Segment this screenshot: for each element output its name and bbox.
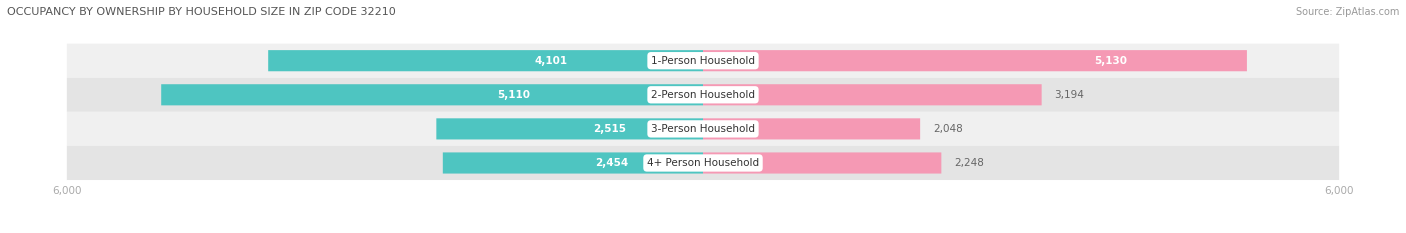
FancyBboxPatch shape (269, 50, 703, 71)
FancyBboxPatch shape (67, 78, 1339, 112)
Text: 2,248: 2,248 (955, 158, 984, 168)
FancyBboxPatch shape (162, 84, 703, 105)
FancyBboxPatch shape (443, 152, 703, 174)
FancyBboxPatch shape (436, 118, 703, 140)
FancyBboxPatch shape (703, 152, 942, 174)
FancyBboxPatch shape (703, 84, 1042, 105)
Text: 5,130: 5,130 (1094, 56, 1128, 66)
Text: 4+ Person Household: 4+ Person Household (647, 158, 759, 168)
FancyBboxPatch shape (67, 112, 1339, 146)
Text: 5,110: 5,110 (496, 90, 530, 100)
Text: OCCUPANCY BY OWNERSHIP BY HOUSEHOLD SIZE IN ZIP CODE 32210: OCCUPANCY BY OWNERSHIP BY HOUSEHOLD SIZE… (7, 7, 395, 17)
FancyBboxPatch shape (67, 44, 1339, 78)
Text: 4,101: 4,101 (534, 56, 568, 66)
Text: 2,515: 2,515 (593, 124, 626, 134)
Text: 3,194: 3,194 (1054, 90, 1084, 100)
FancyBboxPatch shape (703, 118, 920, 140)
Text: 3-Person Household: 3-Person Household (651, 124, 755, 134)
Text: 1-Person Household: 1-Person Household (651, 56, 755, 66)
FancyBboxPatch shape (703, 50, 1247, 71)
Text: 2-Person Household: 2-Person Household (651, 90, 755, 100)
FancyBboxPatch shape (67, 146, 1339, 180)
Text: 2,454: 2,454 (595, 158, 628, 168)
Text: Source: ZipAtlas.com: Source: ZipAtlas.com (1295, 7, 1399, 17)
Text: 2,048: 2,048 (932, 124, 963, 134)
